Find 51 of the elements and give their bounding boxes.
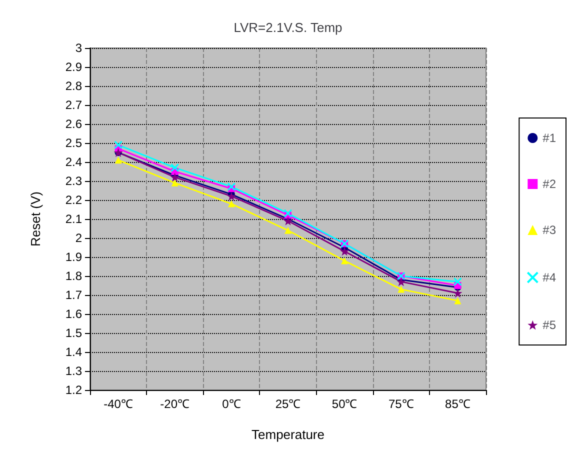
point xyxy=(340,246,350,256)
y-tick-label: 1.8 xyxy=(65,269,82,283)
y-tick-label: 1.2 xyxy=(65,383,82,397)
point xyxy=(114,156,122,164)
y-tick-label: 2.7 xyxy=(65,98,82,112)
point xyxy=(341,257,348,264)
point xyxy=(396,277,406,286)
y-tick-label: 2 xyxy=(75,231,82,245)
x-tick-label: -20℃ xyxy=(160,397,190,411)
y-tick-label: 2.1 xyxy=(65,212,82,226)
point xyxy=(227,182,236,191)
point xyxy=(170,163,180,172)
x-tick-label: 75℃ xyxy=(388,397,414,411)
y-tick-label: 2.4 xyxy=(65,155,82,169)
y-tick-label: 1.4 xyxy=(65,345,82,359)
y-tick-label: 1.6 xyxy=(65,307,82,321)
x-tick-label: 50℃ xyxy=(332,397,358,411)
point xyxy=(226,192,236,201)
x-tick-label: -40℃ xyxy=(104,397,133,411)
legend-label: #5 xyxy=(542,318,556,332)
point xyxy=(114,140,123,150)
chart-title: LVR=2.1V.S. Temp xyxy=(234,20,342,35)
point xyxy=(453,277,462,286)
y-tick-label: 2.3 xyxy=(65,174,82,188)
y-tick-label: 1.7 xyxy=(65,288,82,302)
x-axis-title: Temperature xyxy=(252,427,324,442)
legend-label: #3 xyxy=(542,223,556,237)
y-tick-label: 2.6 xyxy=(65,117,82,131)
legend-label: #4 xyxy=(542,270,556,284)
y-tick-label: 3 xyxy=(75,41,82,55)
legend-label: #1 xyxy=(542,131,556,145)
point xyxy=(284,209,292,218)
point xyxy=(284,216,292,226)
y-axis-title: Reset (V) xyxy=(28,192,43,246)
y-tick-label: 2.2 xyxy=(65,193,82,207)
point xyxy=(171,179,178,186)
x-tick-label: 85℃ xyxy=(445,397,470,411)
point xyxy=(454,297,462,304)
point xyxy=(284,226,292,234)
y-tick-label: 1.3 xyxy=(65,364,82,378)
legend-label: #2 xyxy=(542,177,556,191)
y-tick-label: 2.5 xyxy=(65,136,82,150)
point xyxy=(170,172,180,182)
x-tick-label: 0℃ xyxy=(222,397,241,411)
y-tick-label: 1.9 xyxy=(65,250,82,264)
point xyxy=(228,200,235,208)
y-tick-label: 2.9 xyxy=(65,60,82,74)
y-tick-label: 2.8 xyxy=(65,79,82,93)
y-tick-label: 1.5 xyxy=(65,326,82,340)
x-tick-label: 25℃ xyxy=(275,397,301,411)
point xyxy=(398,286,405,293)
